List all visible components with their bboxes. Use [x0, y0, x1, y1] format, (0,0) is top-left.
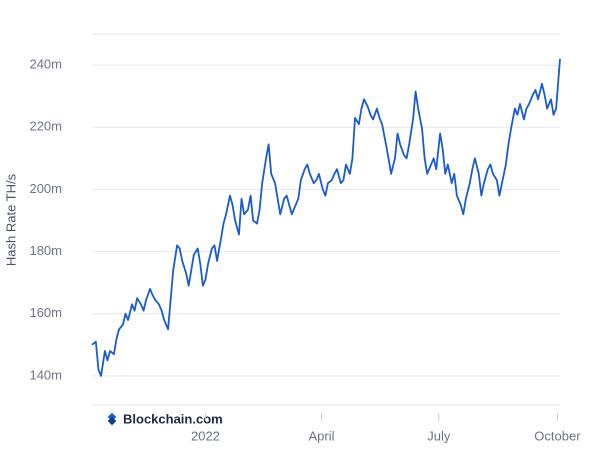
- x-tick-label: April: [308, 428, 334, 443]
- y-tick-label: 220m: [29, 119, 62, 134]
- x-tick-label: October: [534, 428, 581, 443]
- y-tick-label: 180m: [29, 243, 62, 258]
- x-tick-label: 2022: [191, 428, 220, 443]
- y-tick-label: 200m: [29, 181, 62, 196]
- y-tick-label: 140m: [29, 367, 62, 382]
- x-tick-label: July: [427, 428, 451, 443]
- logo-diamond: [107, 416, 117, 426]
- data-line: [91, 58, 561, 377]
- y-tick-label: 160m: [29, 305, 62, 320]
- y-axis-label: Hash Rate TH/s: [3, 173, 18, 266]
- source-text: Blockchain.com: [123, 411, 223, 426]
- source-logo: [107, 412, 117, 426]
- y-tick-label: 240m: [29, 57, 62, 72]
